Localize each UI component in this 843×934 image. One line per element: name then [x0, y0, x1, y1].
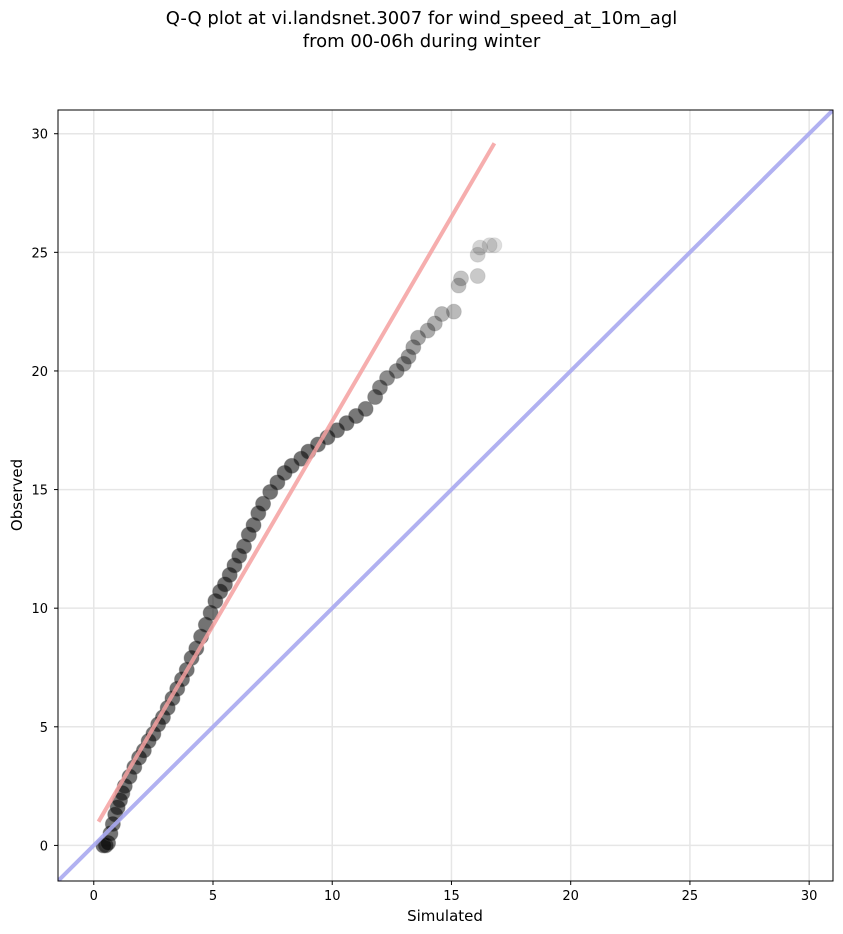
data-point — [410, 329, 427, 346]
data-point — [469, 246, 486, 263]
data-point — [453, 270, 469, 287]
data-point — [379, 370, 396, 387]
y-tick-label: 0 — [40, 839, 48, 854]
quantile-points — [95, 237, 503, 854]
chart-title-line-1: Q-Q plot at vi.landsnet.3007 for wind_sp… — [165, 8, 678, 29]
data-point — [357, 400, 374, 417]
x-tick-label: 5 — [209, 889, 217, 904]
axis-ticks: 0 5 10 15 20 25 30 0 5 10 15 20 25 30 — [31, 128, 817, 904]
y-axis-label: Observed — [8, 459, 26, 531]
data-point — [395, 355, 412, 372]
data-point — [400, 348, 417, 365]
x-tick-label: 10 — [324, 889, 341, 904]
grid — [58, 110, 833, 881]
data-point — [433, 306, 450, 323]
x-axis-label: Simulated — [407, 907, 483, 925]
data-point — [426, 315, 443, 332]
chart-title-line-2: from 00-06h during winter — [302, 31, 541, 52]
identity-line — [58, 110, 833, 881]
data-point — [450, 277, 467, 294]
data-point — [445, 303, 462, 320]
y-tick-label: 5 — [40, 721, 48, 736]
data-point — [481, 237, 498, 254]
fit-line — [96, 142, 497, 823]
y-tick-label: 10 — [31, 602, 48, 617]
y-tick-label: 20 — [31, 365, 48, 380]
reference-lines — [58, 110, 833, 881]
x-tick-label: 0 — [90, 889, 98, 904]
x-tick-label: 30 — [801, 889, 818, 904]
plot-frame — [57, 109, 834, 882]
y-tick-label: 30 — [31, 128, 48, 143]
x-tick-label: 25 — [682, 889, 699, 904]
y-tick-label: 25 — [31, 246, 48, 261]
data-point — [419, 322, 436, 339]
x-tick-label: 20 — [562, 889, 579, 904]
data-point — [486, 237, 503, 254]
data-point — [371, 379, 388, 396]
data-point — [388, 362, 405, 379]
data-point — [472, 239, 489, 256]
x-tick-label: 15 — [443, 889, 460, 904]
data-point — [367, 389, 384, 406]
y-tick-label: 15 — [31, 484, 48, 499]
data-point — [255, 495, 272, 512]
data-point — [469, 268, 486, 285]
data-point — [405, 339, 422, 356]
